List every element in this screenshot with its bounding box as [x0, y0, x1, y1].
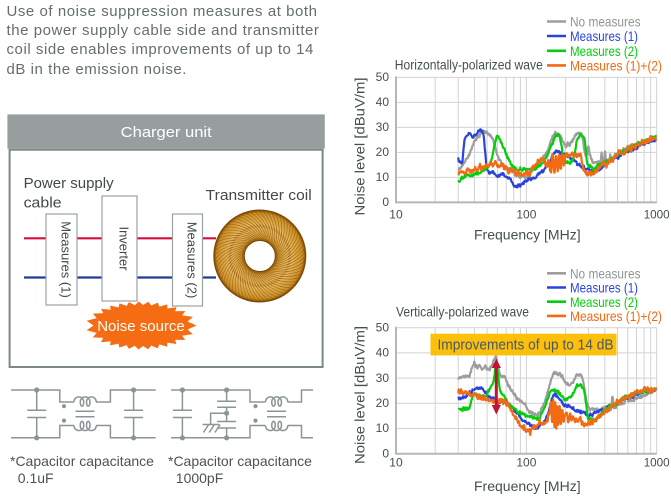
svg-text:Measures (1): Measures (1) [570, 280, 638, 296]
svg-text:cable: cable [24, 195, 62, 211]
svg-text:10: 10 [389, 208, 403, 222]
svg-text:Measures (2): Measures (2) [570, 43, 638, 59]
svg-text:100: 100 [516, 456, 536, 470]
svg-text:10: 10 [376, 421, 390, 435]
svg-text:Measures (1): Measures (1) [570, 28, 638, 44]
svg-text:No measures: No measures [570, 265, 641, 281]
svg-text:Measures (1): Measures (1) [59, 221, 74, 298]
svg-text:Frequency [MHz]: Frequency [MHz] [474, 227, 581, 243]
svg-text:20: 20 [376, 145, 390, 159]
svg-text:1000: 1000 [644, 208, 670, 222]
svg-text:40: 40 [376, 346, 390, 360]
svg-text:Noise source: Noise source [97, 318, 185, 335]
svg-text:Horizontally-polarized wave: Horizontally-polarized wave [395, 56, 543, 72]
svg-text:Measures (1)+(2): Measures (1)+(2) [570, 308, 662, 324]
svg-text:100: 100 [516, 208, 536, 222]
svg-text:Vertically-polarized wave: Vertically-polarized wave [396, 304, 529, 320]
svg-text:20: 20 [376, 396, 390, 410]
svg-text:1000: 1000 [644, 456, 670, 470]
svg-text:Charger unit: Charger unit [121, 124, 213, 141]
svg-text:Transmitter coil: Transmitter coil [206, 188, 312, 204]
svg-text:Noise level [dBuV/m]: Noise level [dBuV/m] [352, 326, 368, 464]
svg-text:0: 0 [382, 446, 389, 460]
svg-text:Measures (2): Measures (2) [185, 222, 200, 299]
svg-text:50: 50 [376, 320, 390, 334]
svg-text:30: 30 [376, 371, 390, 385]
svg-text:Measures (2): Measures (2) [570, 294, 638, 310]
svg-text:30: 30 [376, 120, 390, 134]
svg-text:No measures: No measures [570, 14, 641, 30]
svg-text:Frequency [MHz]: Frequency [MHz] [474, 478, 581, 494]
svg-text:Improvements of up to 14 dB: Improvements of up to 14 dB [438, 336, 614, 353]
svg-text:Power supply: Power supply [24, 176, 115, 192]
svg-text:0: 0 [382, 195, 389, 209]
svg-text:Noise level [dBuV/m]: Noise level [dBuV/m] [352, 78, 368, 216]
svg-text:50: 50 [376, 70, 390, 84]
svg-text:Measures (1)+(2): Measures (1)+(2) [570, 58, 662, 74]
svg-text:10: 10 [389, 456, 403, 470]
svg-text:Inverter: Inverter [117, 226, 132, 271]
svg-text:10: 10 [376, 170, 390, 184]
svg-text:40: 40 [376, 95, 390, 109]
